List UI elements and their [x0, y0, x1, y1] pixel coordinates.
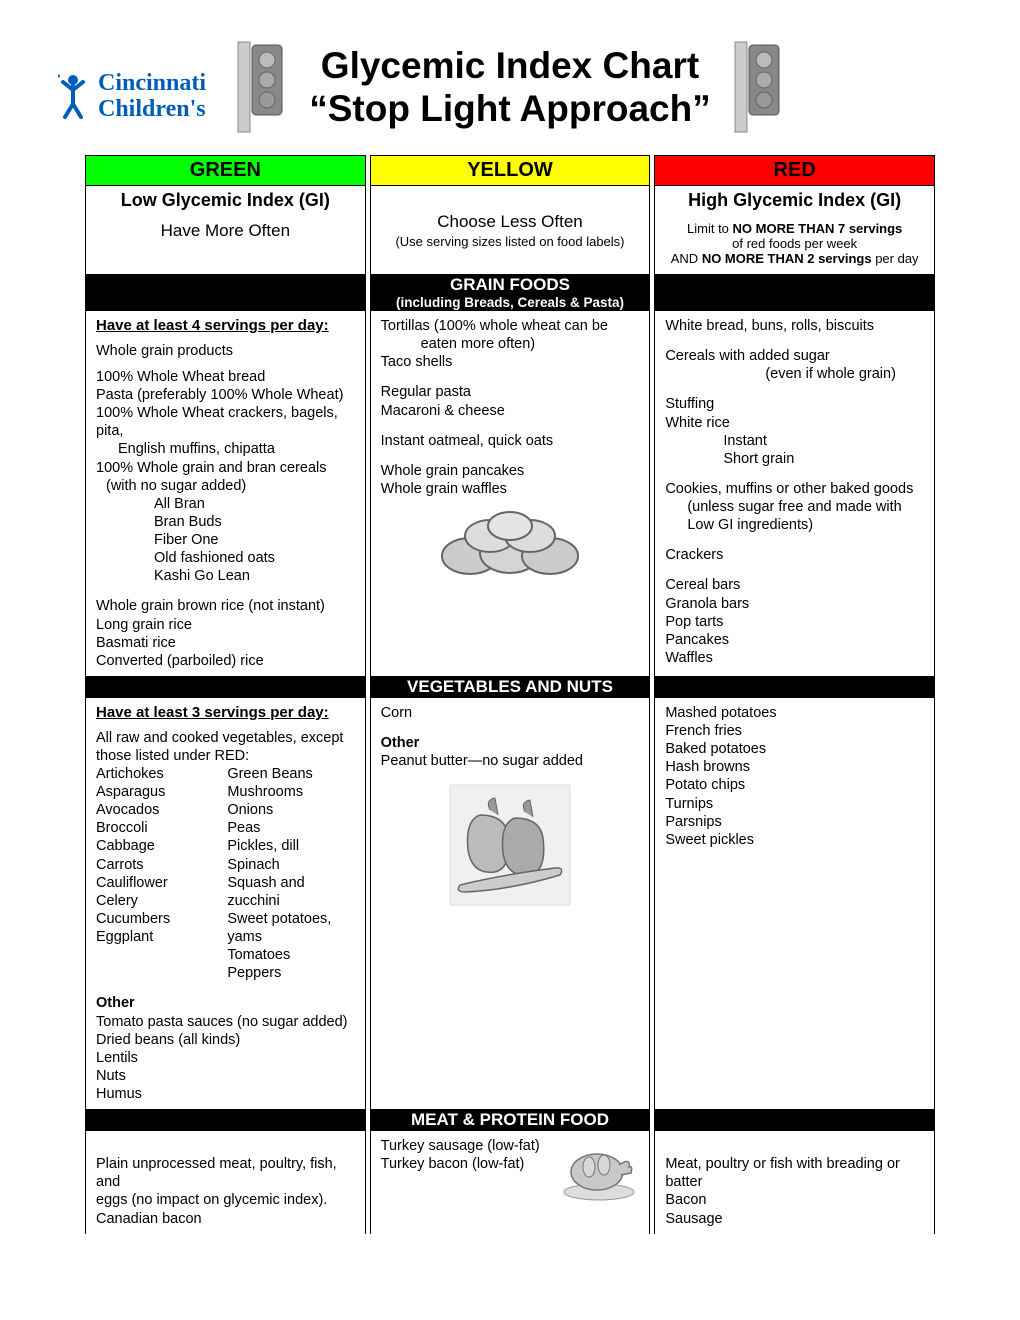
grain-green-col: Have at least 4 servings per day: Whole …	[85, 311, 366, 676]
bread-icon	[435, 508, 585, 578]
subheader-green: Low Glycemic Index (GI) Have More Often	[85, 186, 366, 274]
header-yellow: YELLOW	[370, 155, 651, 186]
veg-yellow-col: Corn Other Peanut butter—no sugar added	[370, 698, 651, 1109]
veg-red-col: Mashed potatoes French fries Baked potat…	[654, 698, 935, 1109]
stoplight-icon-left	[234, 40, 289, 135]
header-green: GREEN	[85, 155, 366, 186]
grain-yellow-col: Tortillas (100% whole wheat can be eaten…	[370, 311, 651, 676]
section-meat-header: MEAT & PROTEIN FOOD	[85, 1109, 935, 1131]
section-meat-body: Plain unprocessed meat, poultry, fish, a…	[85, 1131, 935, 1234]
meat-green-col: Plain unprocessed meat, poultry, fish, a…	[85, 1131, 366, 1234]
veg-green-col: Have at least 3 servings per day: All ra…	[85, 698, 366, 1109]
color-subheader-row: Low Glycemic Index (GI) Have More Often …	[85, 186, 935, 274]
section-veg-header: VEGETABLES AND NUTS	[85, 676, 935, 698]
section-grain-header: GRAIN FOODS (including Breads, Cereals &…	[85, 274, 935, 311]
section-veg-body: Have at least 3 servings per day: All ra…	[85, 698, 935, 1109]
brand-logo: Cincinnati Children's	[55, 70, 206, 123]
meat-red-col: Meat, poultry or fish with breading or b…	[654, 1131, 935, 1234]
child-icon	[55, 72, 90, 120]
stoplight-icon-right	[731, 40, 786, 135]
brand-text: Cincinnati Children's	[98, 70, 206, 123]
color-header-row: GREEN YELLOW RED	[85, 155, 935, 186]
header-red: RED	[654, 155, 935, 186]
turkey-icon	[559, 1137, 639, 1202]
pepper-icon	[440, 780, 580, 910]
subheader-red: High Glycemic Index (GI) Limit to NO MOR…	[654, 186, 935, 274]
meat-yellow-col: Turkey sausage (low-fat) Turkey bacon (l…	[370, 1131, 651, 1234]
page-header: Cincinnati Children's Glycemic Index Cha…	[30, 40, 990, 135]
grain-red-col: White bread, buns, rolls, biscuits Cerea…	[654, 311, 935, 676]
section-grain-body: Have at least 4 servings per day: Whole …	[85, 311, 935, 676]
page-title: Glycemic Index Chart “Stop Light Approac…	[309, 45, 710, 130]
subheader-yellow: Choose Less Often (Use serving sizes lis…	[370, 186, 651, 274]
